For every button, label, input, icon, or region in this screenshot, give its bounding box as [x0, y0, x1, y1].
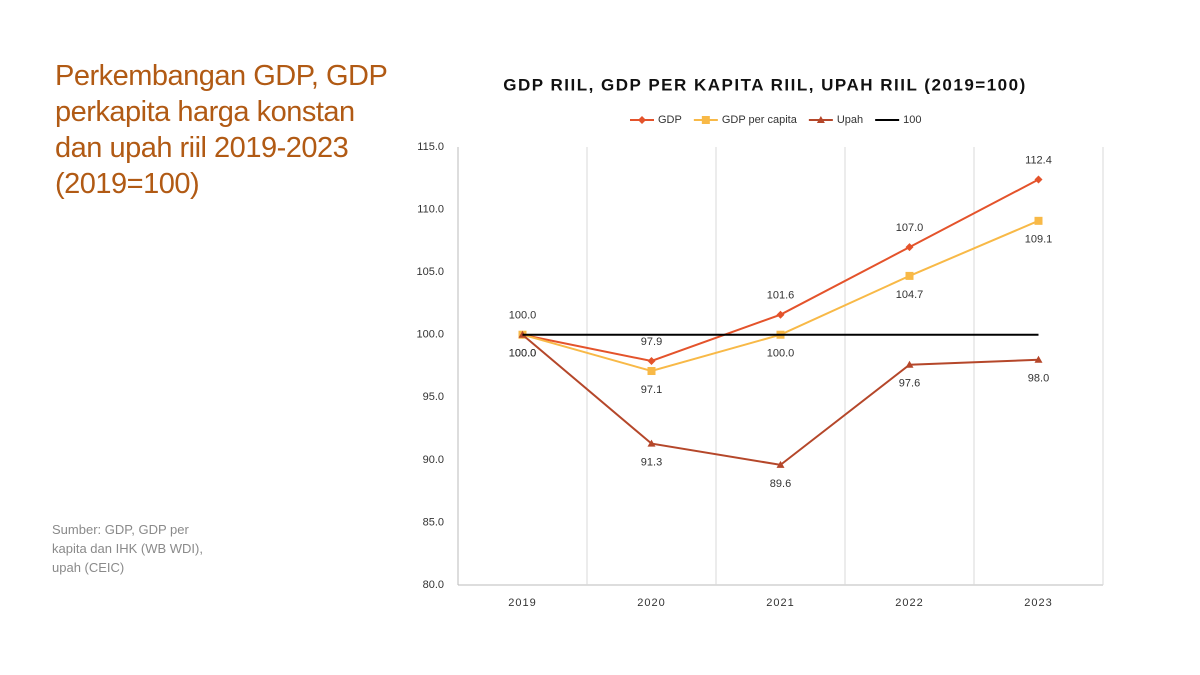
y-tick-label: 105.0: [416, 266, 444, 278]
source-note: Sumber: GDP, GDP per kapita dan IHK (WB …: [52, 522, 203, 575]
legend-label: 100: [903, 114, 921, 126]
data-label: 100.0: [509, 348, 537, 360]
point: [647, 367, 656, 376]
point: [1034, 216, 1043, 225]
point: [1034, 355, 1043, 363]
data-label: 89.6: [770, 478, 791, 490]
chart-title: GDP RIIL, GDP PER KAPITA RIIL, UPAH RIIL…: [503, 75, 1027, 94]
x-tick-label: 2020: [637, 597, 665, 609]
point: [776, 460, 785, 468]
point: [647, 356, 656, 365]
point: [647, 439, 656, 447]
data-label: 112.4: [1025, 154, 1052, 166]
data-label: 100.0: [509, 348, 537, 360]
data-label: 97.9: [641, 336, 662, 348]
y-tick-label: 85.0: [423, 516, 444, 528]
x-tick-label: 2019: [508, 597, 536, 609]
legend-marker: [816, 116, 825, 123]
data-label: 100.0: [509, 310, 537, 322]
legend-marker: [638, 116, 646, 124]
data-label: 107.0: [896, 222, 924, 234]
point: [905, 243, 914, 252]
point: [905, 271, 914, 280]
data-label: 97.6: [899, 378, 920, 390]
legend-label: GDP: [658, 114, 682, 126]
data-label: 97.1: [641, 384, 662, 396]
y-tick-label: 80.0: [423, 579, 444, 591]
legend-label: Upah: [837, 114, 863, 126]
y-tick-label: 115.0: [417, 141, 444, 153]
legend-label: GDP per capita: [722, 114, 798, 126]
data-label: 101.6: [767, 290, 795, 302]
data-label: 109.1: [1025, 234, 1053, 246]
point: [1034, 175, 1043, 184]
point: [905, 360, 914, 368]
heading: Perkembangan GDP, GDP perkapita harga ko…: [55, 60, 387, 200]
legend-marker: [701, 116, 710, 124]
y-tick-label: 90.0: [423, 454, 444, 466]
y-tick-label: 110.0: [417, 203, 444, 215]
data-label: 100.0: [767, 348, 795, 360]
data-label: 91.3: [641, 456, 662, 468]
point: [776, 310, 785, 319]
data-label: 98.0: [1028, 373, 1049, 385]
y-tick-label: 100.0: [416, 329, 444, 341]
x-tick-label: 2021: [766, 597, 794, 609]
data-label: 104.7: [896, 289, 924, 301]
x-tick-label: 2023: [1024, 597, 1052, 609]
x-tick-label: 2022: [895, 597, 923, 609]
y-tick-label: 95.0: [423, 391, 444, 403]
